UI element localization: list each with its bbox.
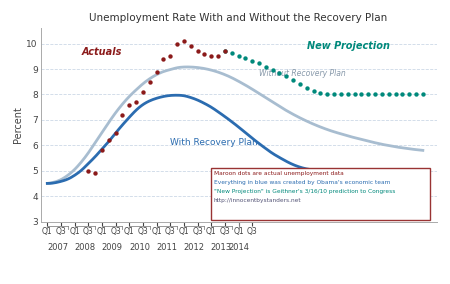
Text: Maroon dots are actual unemployment data: Maroon dots are actual unemployment data [214,171,344,176]
Point [392,92,399,97]
Point [99,148,106,153]
Point [228,51,235,56]
Point [344,92,351,97]
Text: 2008: 2008 [74,243,95,252]
Point [214,54,221,59]
Text: 2014: 2014 [228,243,249,252]
FancyBboxPatch shape [211,168,430,220]
Point [351,92,358,97]
Y-axis label: Percent: Percent [14,106,23,143]
Text: http://innocentbystanders.net: http://innocentbystanders.net [214,198,302,203]
Point [358,92,365,97]
Point [146,80,153,84]
Point [166,54,174,59]
Point [119,112,126,117]
Point [330,92,338,96]
Point [180,39,188,43]
Point [221,49,229,54]
Point [419,92,427,97]
Point [324,91,331,96]
Point [385,92,392,97]
Point [85,168,92,173]
Point [153,69,160,74]
Point [405,92,413,97]
Point [256,61,263,66]
Text: New Projection: New Projection [307,41,390,51]
Point [338,92,345,97]
Point [105,138,112,143]
Text: Everything in blue was created by Obama's economic team: Everything in blue was created by Obama'… [214,180,390,185]
Point [235,54,242,58]
Text: Actuals: Actuals [81,47,122,57]
Text: Without Recovery Plan: Without Recovery Plan [259,69,346,78]
Text: 2011: 2011 [156,243,177,252]
Point [242,56,249,61]
Point [173,41,180,46]
Point [194,49,201,54]
Point [207,54,215,59]
Text: 2012: 2012 [184,243,205,252]
Point [91,171,99,176]
Point [303,85,310,90]
Point [248,59,256,63]
Text: 2009: 2009 [102,243,123,252]
Point [297,82,304,86]
Point [283,74,290,79]
Text: 2007: 2007 [47,243,68,252]
Point [317,91,324,95]
Point [310,89,317,94]
Point [269,67,276,72]
Point [276,71,283,75]
Point [187,44,194,49]
Point [378,92,386,97]
Point [140,90,147,94]
Point [399,92,406,97]
Point [221,49,229,54]
Point [201,51,208,56]
Text: 2013: 2013 [211,243,232,252]
Text: 2010: 2010 [129,243,150,252]
Point [160,57,167,61]
Point [112,130,119,135]
Text: "New Projection" is Geithner's 3/16/10 prediction to Congress: "New Projection" is Geithner's 3/16/10 p… [214,189,395,194]
Title: Unemployment Rate With and Without the Recovery Plan: Unemployment Rate With and Without the R… [90,13,387,24]
Point [371,92,378,97]
Point [412,92,419,97]
Point [289,78,297,82]
Point [126,102,133,107]
Point [364,92,372,97]
Text: With Recovery Plan: With Recovery Plan [170,138,258,147]
Point [132,100,140,104]
Point [262,64,270,69]
